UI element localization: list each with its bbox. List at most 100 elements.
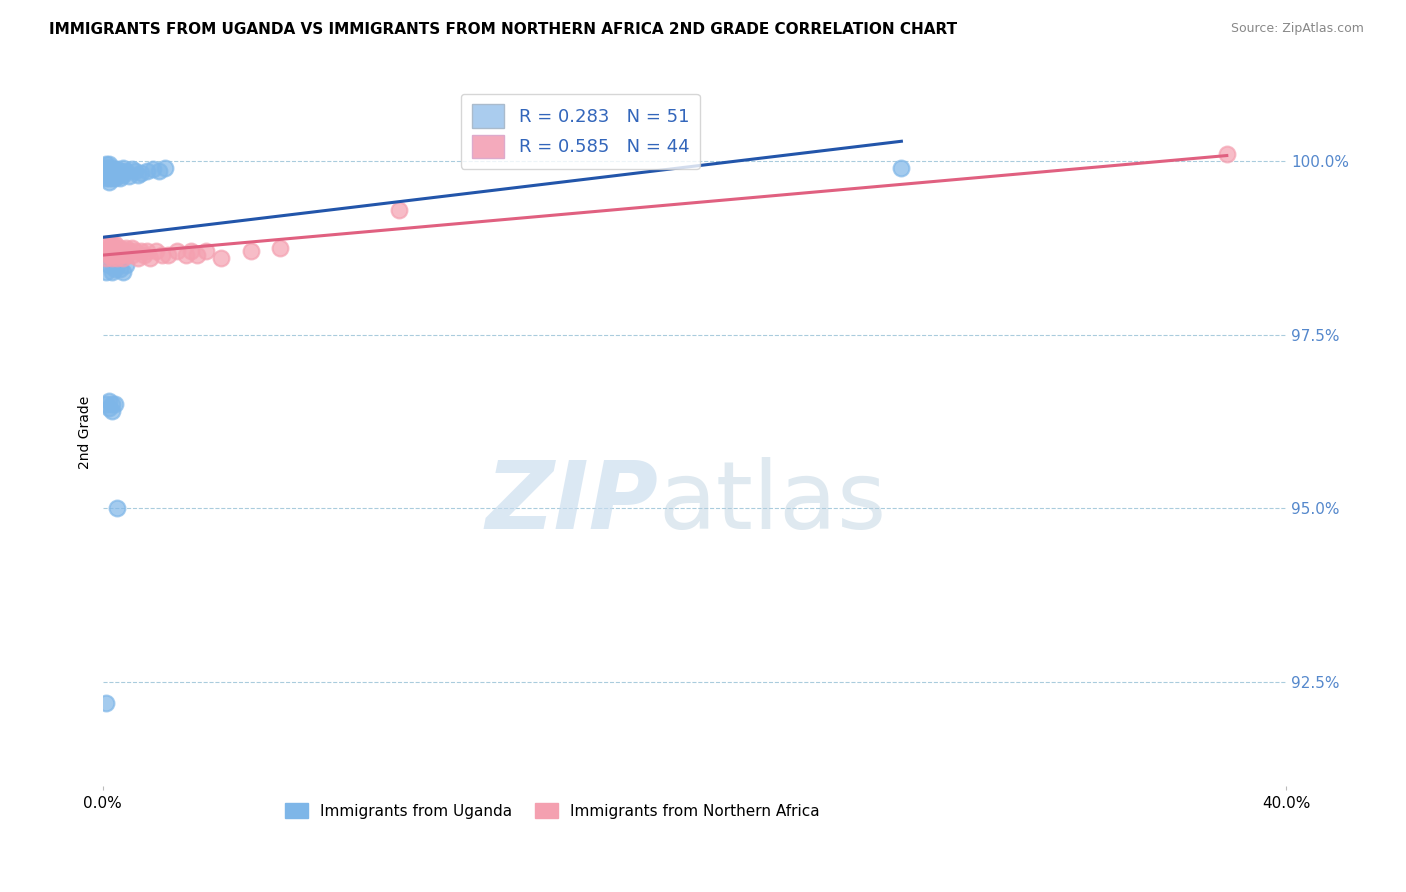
Point — [124, 164, 146, 178]
Point — [112, 244, 135, 259]
Point — [180, 244, 202, 259]
Point — [139, 251, 162, 265]
Point — [132, 248, 155, 262]
Point — [107, 162, 129, 177]
Point — [129, 244, 152, 259]
Point — [153, 161, 176, 175]
Point — [110, 248, 132, 262]
Point — [94, 161, 117, 175]
Point — [107, 244, 129, 259]
Point — [148, 164, 170, 178]
Point — [97, 248, 120, 262]
Legend: Immigrants from Uganda, Immigrants from Northern Africa: Immigrants from Uganda, Immigrants from … — [278, 797, 825, 825]
Point — [890, 161, 912, 175]
Point — [97, 175, 120, 189]
Point — [100, 265, 122, 279]
Point — [127, 168, 149, 182]
Point — [94, 237, 117, 252]
Point — [115, 241, 138, 255]
Point — [94, 171, 117, 186]
Point — [166, 244, 188, 259]
Point — [94, 251, 117, 265]
Point — [100, 171, 122, 186]
Point — [100, 237, 122, 252]
Point — [103, 237, 125, 252]
Point — [121, 248, 143, 262]
Point — [100, 244, 122, 259]
Point — [94, 696, 117, 710]
Point — [136, 244, 159, 259]
Point — [136, 164, 159, 178]
Point — [100, 404, 122, 418]
Point — [94, 164, 117, 178]
Point — [97, 401, 120, 415]
Point — [94, 265, 117, 279]
Point — [121, 162, 143, 177]
Point — [100, 397, 122, 411]
Point — [269, 241, 291, 255]
Point — [118, 169, 141, 183]
Point — [129, 166, 152, 180]
Point — [142, 162, 165, 177]
Point — [97, 393, 120, 408]
Point — [118, 244, 141, 259]
Point — [94, 397, 117, 411]
Point — [97, 164, 120, 178]
Point — [97, 171, 120, 186]
Point — [97, 258, 120, 272]
Point — [100, 254, 122, 268]
Y-axis label: 2nd Grade: 2nd Grade — [79, 395, 93, 468]
Point — [103, 397, 125, 411]
Point — [156, 248, 179, 262]
Text: Source: ZipAtlas.com: Source: ZipAtlas.com — [1230, 22, 1364, 36]
Point — [100, 168, 122, 182]
Point — [107, 258, 129, 272]
Point — [112, 168, 135, 182]
Point — [103, 241, 125, 255]
Point — [94, 244, 117, 259]
Point — [239, 244, 262, 259]
Point — [115, 248, 138, 262]
Point — [150, 248, 173, 262]
Point — [100, 248, 122, 262]
Point — [107, 251, 129, 265]
Point — [112, 265, 135, 279]
Text: IMMIGRANTS FROM UGANDA VS IMMIGRANTS FROM NORTHERN AFRICA 2ND GRADE CORRELATION : IMMIGRANTS FROM UGANDA VS IMMIGRANTS FRO… — [49, 22, 957, 37]
Point — [107, 169, 129, 183]
Point — [110, 261, 132, 276]
Point — [100, 164, 122, 178]
Point — [100, 244, 122, 259]
Point — [112, 251, 135, 265]
Point — [115, 164, 138, 178]
Point — [94, 157, 117, 171]
Point — [127, 251, 149, 265]
Point — [145, 244, 167, 259]
Point — [97, 237, 120, 252]
Text: atlas: atlas — [659, 457, 887, 549]
Point — [103, 171, 125, 186]
Point — [110, 241, 132, 255]
Point — [97, 241, 120, 255]
Point — [103, 248, 125, 262]
Point — [124, 244, 146, 259]
Point — [1216, 147, 1239, 161]
Point — [186, 248, 208, 262]
Point — [115, 258, 138, 272]
Point — [195, 244, 218, 259]
Point — [121, 241, 143, 255]
Point — [100, 161, 122, 175]
Point — [100, 251, 122, 265]
Point — [97, 157, 120, 171]
Point — [387, 202, 409, 217]
Text: ZIP: ZIP — [486, 457, 659, 549]
Point — [97, 161, 120, 175]
Point — [112, 161, 135, 175]
Point — [209, 251, 232, 265]
Point — [110, 164, 132, 178]
Point — [103, 164, 125, 178]
Point — [107, 501, 129, 516]
Point — [94, 168, 117, 182]
Point — [103, 261, 125, 276]
Point — [174, 248, 197, 262]
Point — [110, 171, 132, 186]
